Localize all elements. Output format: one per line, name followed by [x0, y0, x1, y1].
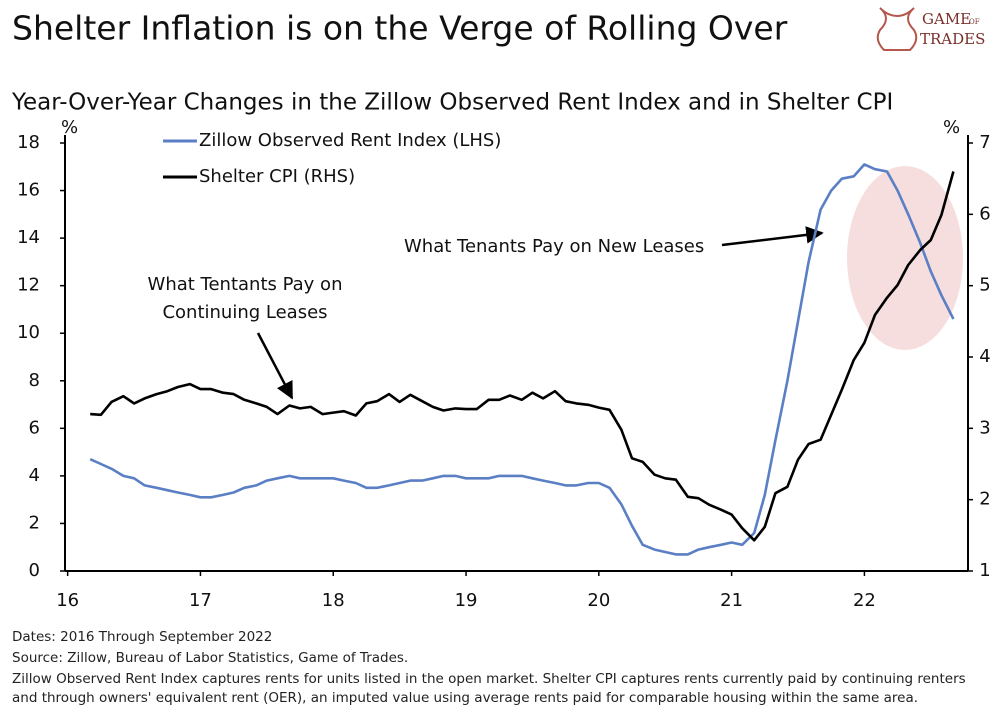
chart: Shelter Inflation is on the Verge of Rol…: [11, 7, 991, 611]
series-line: [89, 163, 955, 556]
logo-text: OF: [969, 18, 980, 26]
chart-title: Shelter Inflation is on the Verge of Rol…: [12, 9, 788, 48]
x-tick-label: 18: [322, 590, 345, 611]
footer-note: Zillow Observed Rent Index captures rent…: [12, 671, 966, 706]
y2-axis-unit: %: [943, 117, 960, 138]
x-tick-label: 17: [189, 590, 212, 611]
annotation-arrow: [721, 226, 824, 247]
annotation: What Tenants Pay on New Leases: [404, 236, 704, 257]
legend-label: Shelter CPI (RHS): [199, 166, 355, 187]
highlight-ellipse: [847, 166, 963, 350]
y2-tick-label: 4: [979, 346, 990, 367]
y-tick-label: 0: [29, 560, 40, 581]
y-tick-label: 4: [29, 465, 40, 486]
y2-tick-label: 5: [979, 275, 990, 296]
series-line: [90, 171, 955, 542]
y-tick-label: 14: [17, 227, 40, 248]
logo-text: TRADES: [920, 30, 985, 48]
y-tick-label: 10: [17, 322, 40, 343]
chart-subtitle: Year-Over-Year Changes in the Zillow Obs…: [11, 90, 893, 116]
y-tick-label: 16: [17, 180, 40, 201]
x-tick-label: 16: [56, 590, 79, 611]
x-tick-label: 21: [720, 590, 743, 611]
legend-label: Zillow Observed Rent Index (LHS): [199, 130, 501, 151]
x-tick-label: 20: [587, 590, 610, 611]
footer-dates: Dates: 2016 Through September 2022: [12, 629, 273, 645]
x-tick-label: 22: [853, 590, 876, 611]
y2-tick-label: 6: [979, 203, 990, 224]
y-tick-label: 8: [29, 370, 40, 391]
y-tick-label: 18: [17, 132, 40, 153]
x-tick-label: 19: [455, 590, 478, 611]
y2-tick-label: 2: [979, 489, 990, 510]
annotation: Continuing Leases: [162, 302, 327, 323]
logo-text: GAME: [922, 10, 971, 28]
y-tick-label: 6: [29, 417, 40, 438]
y-tick-label: 12: [17, 275, 40, 296]
y2-tick-label: 7: [979, 132, 990, 153]
logo: GAME OF TRADES: [876, 7, 985, 51]
y-tick-label: 2: [29, 512, 40, 533]
annotation-arrow: [256, 332, 294, 400]
annotation: What Tentants Pay on: [148, 274, 343, 295]
y2-tick-label: 3: [979, 417, 990, 438]
y-axis-unit: %: [61, 117, 78, 138]
y2-tick-label: 1: [979, 560, 990, 581]
footer-source: Source: Zillow, Bureau of Labor Statisti…: [12, 650, 409, 666]
